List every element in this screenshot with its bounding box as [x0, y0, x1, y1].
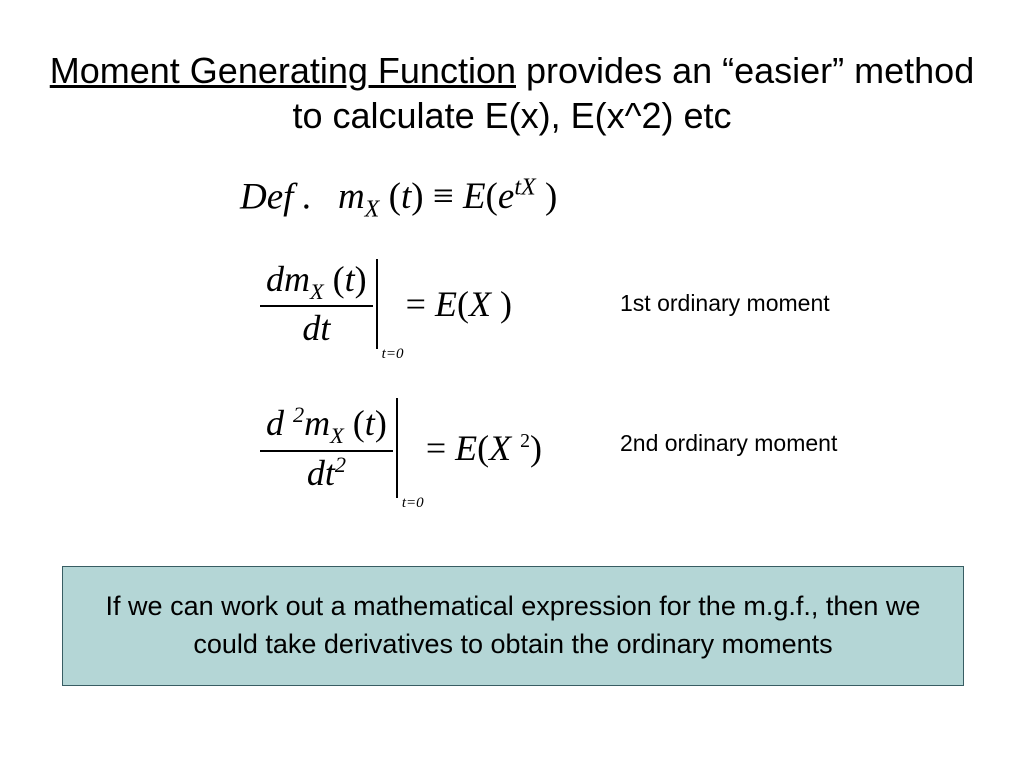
callout-box: If we can work out a mathematical expres…: [62, 566, 964, 686]
definition-equation: Def . mX (t) ≡ E(etX ): [240, 175, 557, 224]
def-prefix: Def .: [240, 176, 312, 217]
slide-title: Moment Generating Function provides an “…: [0, 48, 1024, 138]
second-moment-fraction: d 2mX (t) dt2: [260, 402, 393, 493]
first-moment-numerator: dmX (t): [260, 258, 373, 307]
first-moment-denominator: dt: [260, 307, 373, 349]
first-moment-label: 1st ordinary moment: [620, 290, 830, 317]
callout-text: If we can work out a mathematical expres…: [73, 588, 953, 664]
def-body: mX (t) ≡ E(etX ): [338, 176, 557, 217]
slide: Moment Generating Function provides an “…: [0, 0, 1024, 768]
first-moment-fraction: dmX (t) dt: [260, 258, 373, 349]
first-moment-rhs: = E(X ): [406, 283, 512, 325]
first-moment-equation: dmX (t) dt t=0 = E(X ): [260, 258, 512, 349]
second-moment-rhs: = E(X 2): [426, 427, 542, 469]
second-moment-numerator: d 2mX (t): [260, 402, 393, 451]
title-underlined: Moment Generating Function: [50, 50, 516, 91]
evaluation-bar: t=0: [396, 398, 398, 498]
second-moment-equation: d 2mX (t) dt2 t=0 = E(X 2): [260, 398, 542, 498]
evaluation-at: t=0: [402, 495, 424, 512]
evaluation-at: t=0: [382, 346, 404, 363]
second-moment-denominator: dt2: [260, 452, 393, 494]
second-moment-label: 2nd ordinary moment: [620, 430, 837, 457]
evaluation-bar: t=0: [376, 259, 378, 349]
